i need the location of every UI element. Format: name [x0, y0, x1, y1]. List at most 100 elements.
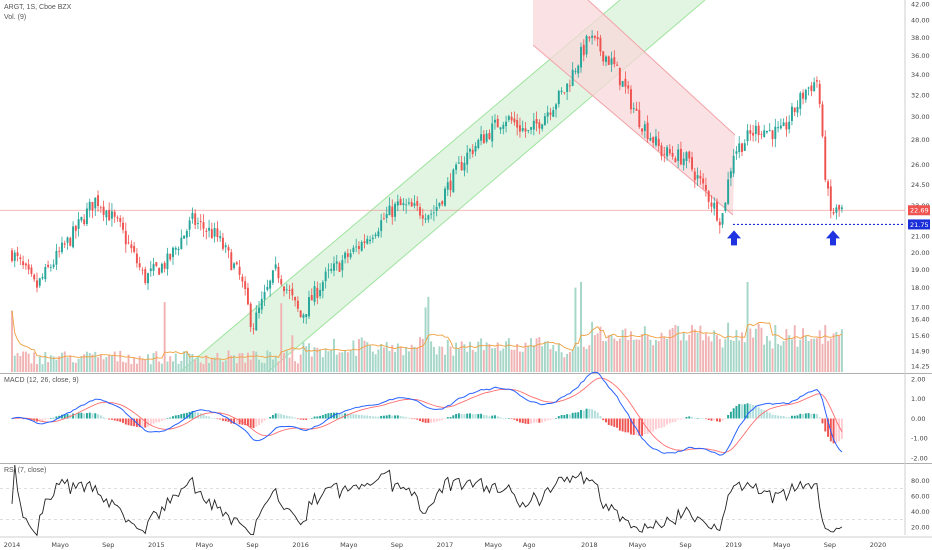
macd-histogram-bar [371, 416, 374, 419]
candle-body [310, 295, 313, 301]
candle-body [124, 230, 127, 245]
candle-body [552, 110, 555, 117]
volume-bar [38, 356, 41, 372]
volume-bar [344, 350, 347, 372]
volume-bar [238, 353, 241, 372]
macd-histogram-bar [174, 415, 177, 419]
candle-body [563, 92, 566, 94]
macd-histogram-bar [246, 418, 249, 427]
macd-histogram-bar [666, 418, 669, 425]
candle-body [799, 93, 802, 109]
macd-histogram-bar [102, 417, 105, 419]
candle-body [183, 235, 186, 239]
macd-histogram-bar [796, 415, 799, 419]
volume-bar [321, 357, 324, 372]
candle-body [185, 230, 188, 238]
macd-histogram-bar [543, 418, 546, 422]
candle-body [102, 206, 105, 215]
candle-body [246, 287, 249, 305]
macd-histogram-bar [674, 418, 677, 422]
macd-histogram-bar [430, 418, 433, 423]
volume-bar [327, 351, 330, 372]
candle-body [432, 212, 435, 214]
macd-histogram-bar [263, 418, 266, 421]
volume-bar [185, 351, 188, 372]
macd-tick-label: 2.00 [911, 375, 925, 383]
volume-bar [427, 296, 430, 372]
macd-histogram-bar [166, 418, 169, 419]
volume-bar [210, 357, 213, 372]
candle-body [149, 268, 152, 272]
volume-bar [693, 329, 696, 372]
macd-histogram-bar [557, 416, 560, 419]
volume-bar [635, 339, 638, 372]
volume-bar [180, 360, 183, 372]
volume-bar [502, 348, 505, 372]
macd-histogram-bar [44, 418, 47, 420]
candle-body [213, 228, 216, 237]
candle-body [277, 266, 280, 279]
macd-histogram-bar [699, 418, 702, 419]
candle-body [402, 203, 405, 206]
volume-bar [122, 361, 124, 372]
volume-bar [85, 351, 88, 372]
candle-body [510, 116, 513, 121]
candle-body [452, 169, 455, 193]
candle-body [263, 291, 266, 300]
macd-histogram-bar [807, 413, 810, 419]
volume-bar [691, 324, 694, 372]
volume-bar [482, 350, 485, 372]
candle-body [810, 85, 813, 92]
candle-body [382, 218, 385, 220]
macd-histogram-bar [768, 412, 771, 419]
candle-body [521, 128, 524, 131]
macd-histogram-bar [330, 412, 333, 419]
macd-histogram-bar [460, 414, 463, 419]
macd-line [11, 371, 843, 456]
candle-body [696, 175, 699, 179]
candle-body [457, 162, 460, 164]
candle-body [588, 37, 591, 39]
macd-histogram-bar [313, 416, 316, 419]
macd-histogram-bar [432, 418, 435, 423]
macd-histogram-bar [480, 413, 483, 419]
volume-bar [77, 358, 80, 372]
volume-bar [707, 336, 710, 372]
candle-body [413, 203, 416, 206]
volume-bar [208, 362, 211, 372]
macd-histogram-bar [274, 413, 277, 419]
volume-bar [785, 329, 788, 372]
macd-histogram-bar [266, 418, 269, 420]
macd-histogram-bar [629, 418, 632, 435]
volume-bar [227, 350, 230, 372]
volume-bar [518, 351, 521, 372]
rsi-pane: 80.00 60.00 40.00 20.00 [0, 464, 930, 537]
volume-bar [641, 334, 644, 372]
macd-histogram-bar [691, 416, 694, 419]
volume-bar [585, 348, 588, 372]
candle-body [657, 138, 660, 147]
macd-histogram-bar [341, 413, 344, 419]
macd-histogram-bar [635, 418, 638, 435]
macd-histogram-bar [621, 418, 624, 432]
candle-body [516, 119, 519, 128]
macd-histogram-bar [83, 413, 86, 419]
macd-histogram-bar [58, 415, 61, 419]
volume-bar [815, 338, 818, 372]
macd-histogram-bar [285, 415, 288, 419]
candle-body [366, 238, 369, 244]
candle-body [702, 178, 705, 184]
candle-body [482, 134, 485, 144]
volume-bar [654, 339, 657, 372]
volume-bar [66, 357, 69, 372]
volume-bar [521, 351, 524, 372]
candle-body [580, 46, 582, 68]
candle-body [155, 262, 158, 266]
volume-bar [493, 348, 496, 372]
volume-bar [799, 339, 802, 372]
time-tick-label: Sep [391, 541, 403, 549]
macd-histogram-bar [244, 418, 247, 426]
volume-bar [385, 342, 388, 372]
macd-histogram-bar [172, 416, 174, 419]
macd-histogram-bar [596, 412, 599, 419]
